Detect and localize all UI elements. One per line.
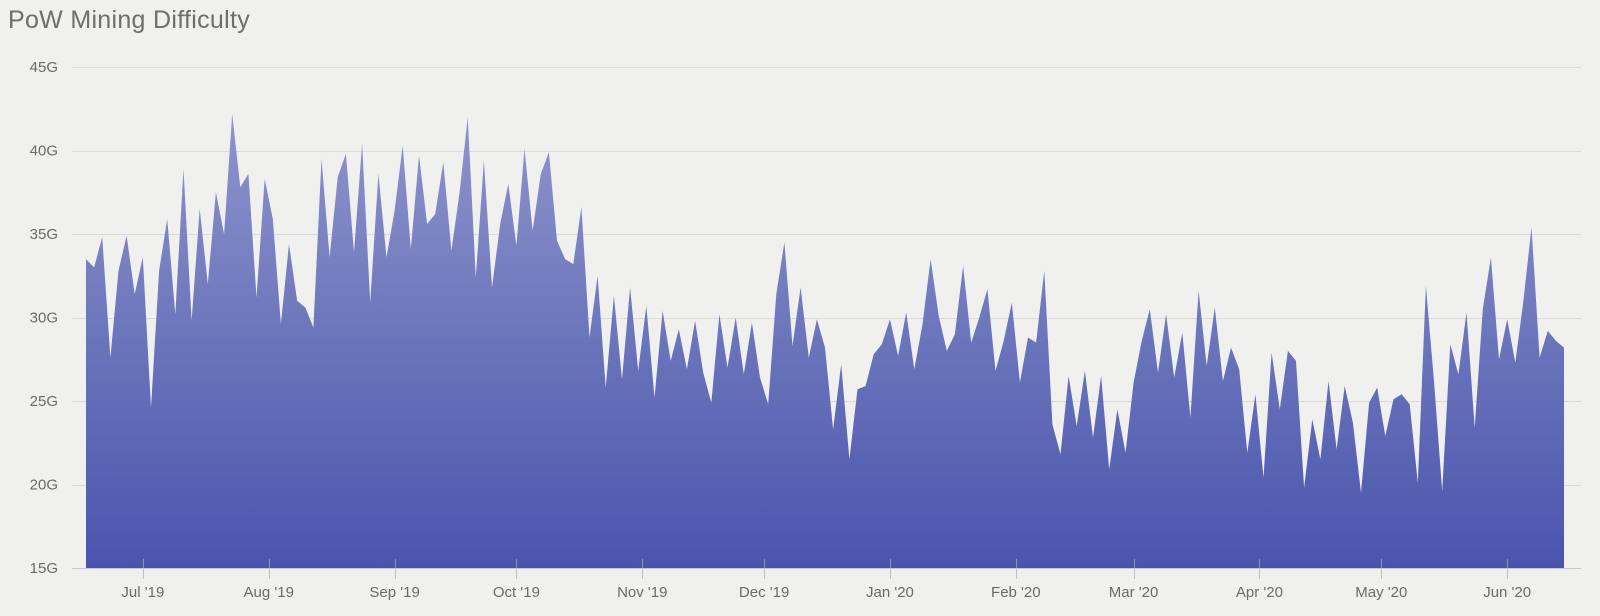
x-axis-label: Mar '20 — [1109, 584, 1159, 601]
y-axis-label: 20G — [30, 477, 58, 494]
y-axis-label: 40G — [30, 143, 58, 160]
x-axis-label: Feb '20 — [991, 584, 1041, 601]
chart-title: PoW Mining Difficulty — [8, 6, 251, 34]
x-axis-label: Jul '19 — [121, 584, 164, 601]
x-axis-label: Dec '19 — [739, 584, 789, 601]
y-axis-label: 30G — [30, 310, 58, 327]
x-axis-label: Nov '19 — [617, 584, 667, 601]
difficulty-area-series — [86, 113, 1564, 569]
x-axis-label: Apr '20 — [1236, 584, 1283, 601]
y-axis-label: 35G — [30, 226, 58, 243]
x-axis-label: Oct '19 — [493, 584, 540, 601]
y-axis-label: 45G — [30, 59, 58, 76]
x-axis-label: Sep '19 — [369, 584, 419, 601]
x-axis-label: Jan '20 — [866, 584, 914, 601]
y-axis-label: 15G — [30, 560, 58, 577]
x-axis-label: Aug '19 — [244, 584, 294, 601]
x-axis-label: May '20 — [1355, 584, 1407, 601]
x-axis-label: Jun '20 — [1483, 584, 1531, 601]
y-axis-label: 25G — [30, 393, 58, 410]
